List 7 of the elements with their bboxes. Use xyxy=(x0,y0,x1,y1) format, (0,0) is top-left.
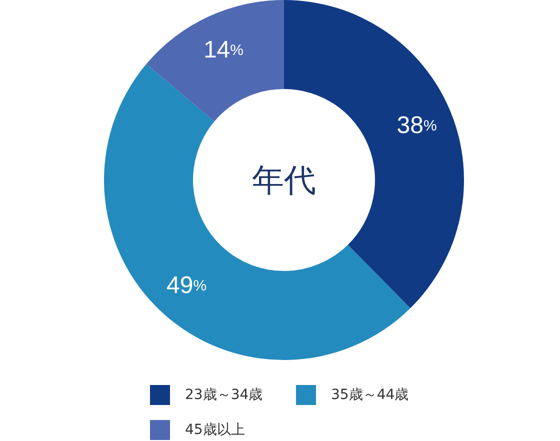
data-label: 38% xyxy=(396,112,437,140)
legend-label: 45歳以上 xyxy=(185,422,245,438)
text: 年代 xyxy=(252,161,316,199)
data-label: 14% xyxy=(203,36,244,64)
data-label: 49% xyxy=(166,272,207,299)
legend-label: 23歳～34歳 xyxy=(185,387,263,403)
legend-label: 35歳～44歳 xyxy=(331,387,409,403)
